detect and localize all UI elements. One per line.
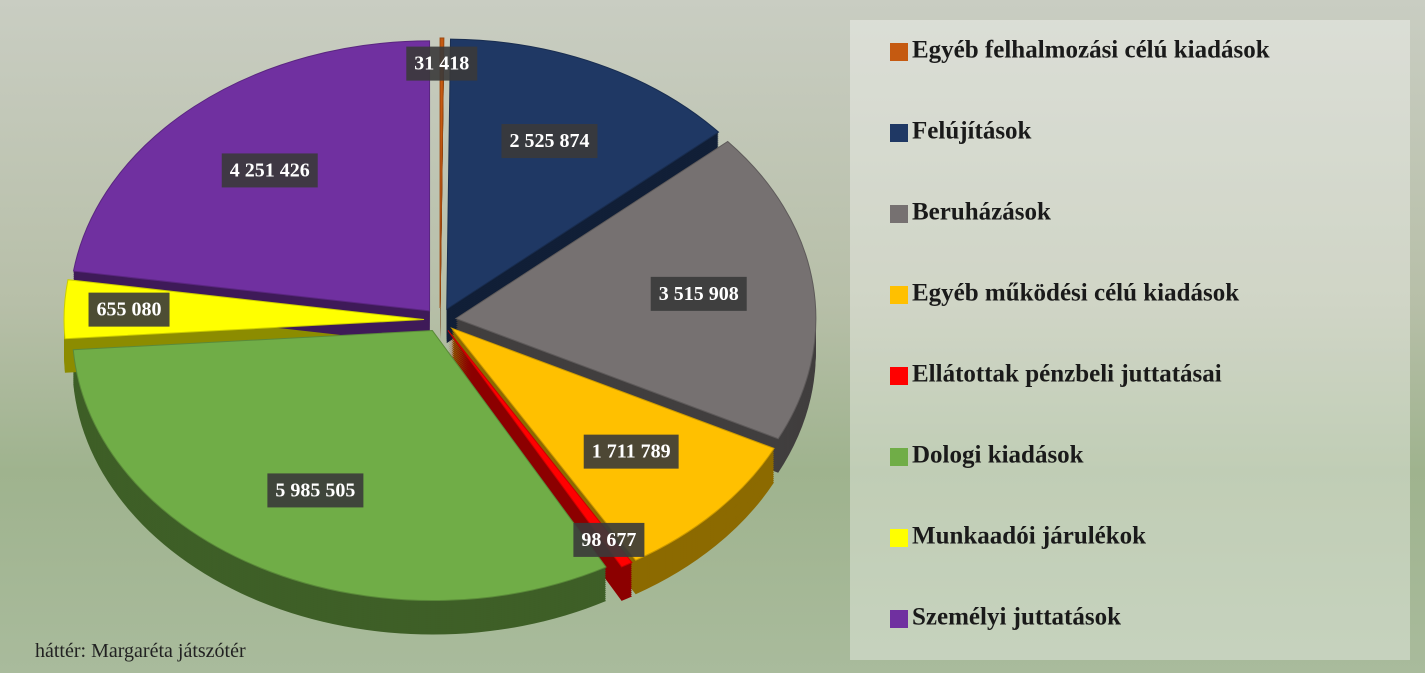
slice <box>454 140 817 440</box>
slice <box>72 330 607 601</box>
legend-label: Beruházások <box>912 199 1051 226</box>
data-label: 98 677 <box>581 529 636 551</box>
data-label-box <box>573 522 645 557</box>
data-label-box <box>221 153 318 188</box>
data-label-box <box>583 434 679 469</box>
data-label-box <box>501 124 598 159</box>
legend-swatch <box>890 610 908 628</box>
data-label: 2 525 874 <box>509 130 589 152</box>
data-label-box <box>406 46 478 81</box>
data-label: 655 080 <box>97 299 162 321</box>
slice <box>446 38 720 311</box>
legend-label: Felújítások <box>912 118 1032 145</box>
legend-label: Dologi kiadások <box>912 442 1084 469</box>
data-label: 31 418 <box>414 53 469 75</box>
legend-swatch <box>890 124 908 142</box>
slice <box>439 37 445 309</box>
legend-label: Egyéb működési célú kiadások <box>912 280 1239 307</box>
legend-panel <box>850 20 1410 660</box>
legend-label: Ellátottak pénzbeli juttatásai <box>912 361 1222 388</box>
data-label: 3 515 908 <box>659 283 739 305</box>
data-label-box <box>267 473 364 508</box>
legend-swatch <box>890 286 908 304</box>
legend-swatch <box>890 529 908 547</box>
legend-label: Munkaadói járulékok <box>912 523 1146 550</box>
data-label: 1 711 789 <box>592 441 671 463</box>
legend-swatch <box>890 205 908 223</box>
legend-swatch <box>890 448 908 466</box>
data-label: 4 251 426 <box>230 159 310 181</box>
legend-swatch <box>890 367 908 385</box>
data-label-box <box>88 292 170 327</box>
legend-label: Személyi juttatások <box>912 604 1121 631</box>
data-label-box <box>650 276 747 311</box>
annotation: háttér: Margaréta játszótér <box>35 640 246 662</box>
legend-swatch <box>890 43 908 61</box>
legend-label: Egyéb felhalmozási célú kiadások <box>912 37 1270 64</box>
data-label: 5 985 505 <box>275 479 355 501</box>
slice <box>447 330 633 568</box>
